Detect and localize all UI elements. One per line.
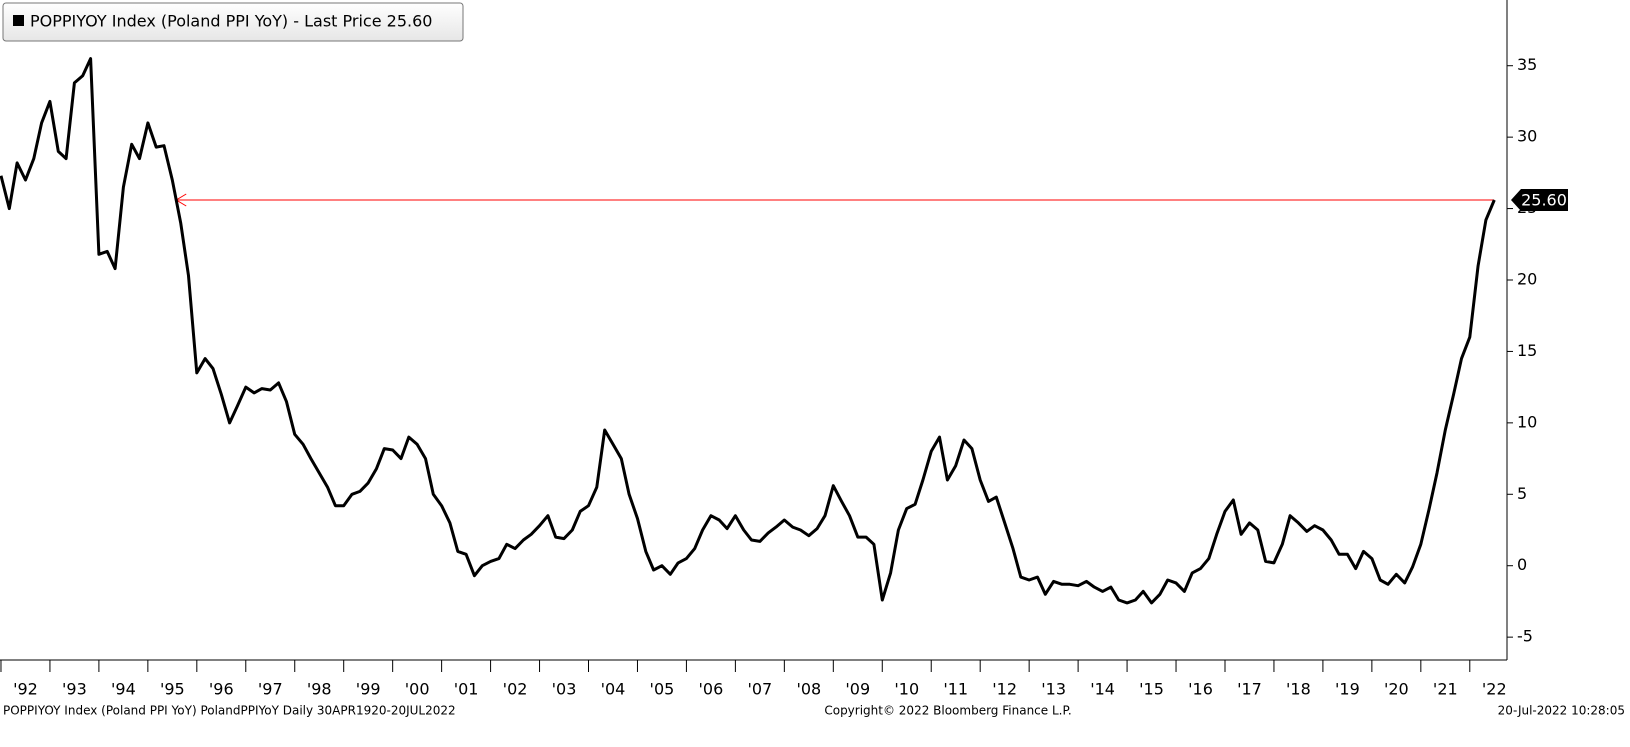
x-tick-label: '22 [1482,680,1507,699]
last-price-label: 25.60 [1521,191,1567,210]
y-tick-label: 30 [1517,127,1537,146]
x-tick-label: '96 [209,680,234,699]
x-tick-label: '18 [1286,680,1311,699]
x-tick-label: '15 [1139,680,1164,699]
legend-box [2,2,464,42]
last-price-box [1511,189,1568,211]
legend-label: POPPIYOY Index (Poland PPI YoY) - Last P… [30,12,432,31]
x-tick-label: '10 [894,680,919,699]
legend-swatch [13,15,24,26]
x-tick-label: '16 [1188,680,1213,699]
x-tick-label: '95 [160,680,185,699]
y-tick-label: 15 [1517,341,1537,360]
x-tick-label: '93 [62,680,87,699]
x-tick-label: '09 [845,680,870,699]
x-tick-label: '13 [1041,680,1066,699]
x-tick-label: '99 [356,680,381,699]
x-tick-label: '00 [405,680,430,699]
x-tick-label: '12 [992,680,1017,699]
x-tick-label: '94 [111,680,136,699]
x-tick-label: '19 [1335,680,1360,699]
x-tick-label: '03 [552,680,577,699]
x-tick-label: '06 [699,680,724,699]
x-tick-label: '20 [1384,680,1409,699]
x-tick-label: '17 [1237,680,1262,699]
footer-right: 20-Jul-2022 10:28:05 [1498,704,1625,718]
x-tick-label: '11 [943,680,968,699]
series-line [0,57,1496,605]
x-tick-label: '05 [650,680,675,699]
y-tick-label: 0 [1517,555,1527,574]
footer-left: POPPIYOY Index (Poland PPI YoY) PolandPP… [3,704,456,718]
x-tick-label: '21 [1433,680,1458,699]
x-tick-label: '98 [307,680,332,699]
x-tick-label: '14 [1090,680,1115,699]
y-tick-label: 35 [1517,55,1537,74]
x-tick-label: '04 [601,680,626,699]
legend: POPPIYOY Index (Poland PPI YoY) - Last P… [2,2,464,42]
x-tick-label: '97 [258,680,283,699]
x-tick-label: '02 [503,680,528,699]
y-tick-label: 5 [1517,484,1527,503]
x-tick-label: '92 [13,680,38,699]
x-tick-label: '07 [747,680,772,699]
y-tick-label: 10 [1517,412,1537,431]
y-tick-label: 20 [1517,270,1537,289]
x-tick-label: '08 [796,680,821,699]
footer-center: Copyright© 2022 Bloomberg Finance L.P. [824,704,1071,718]
y-tick-label: -5 [1517,627,1533,646]
x-tick-label: '01 [454,680,479,699]
